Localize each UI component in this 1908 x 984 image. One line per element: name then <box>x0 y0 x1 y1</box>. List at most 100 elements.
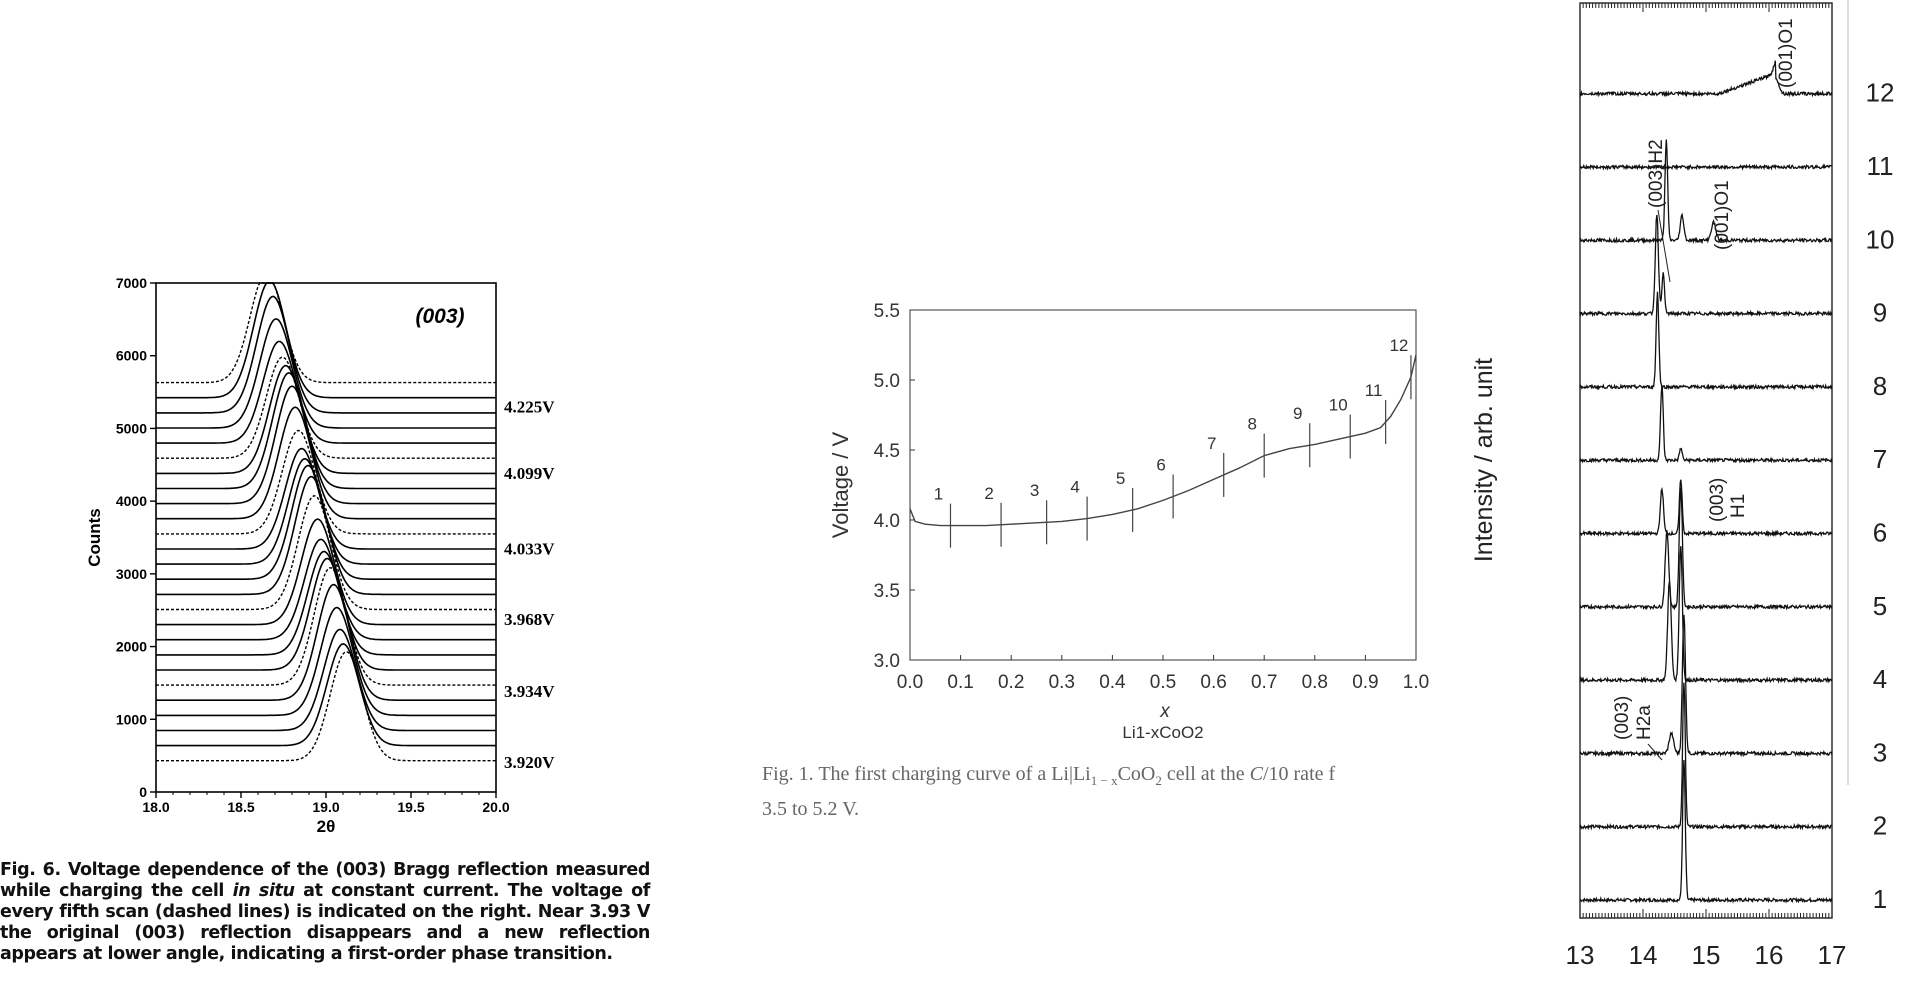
scan-index-label: 10 <box>1866 224 1895 254</box>
y-tick-label: 7000 <box>116 275 147 291</box>
x-tick-label: 0.4 <box>1099 672 1126 693</box>
scan-index-label: 4 <box>1873 664 1887 694</box>
fig1-caption-line2: 3.5 to 5.2 V. <box>762 798 860 820</box>
x-tick-label: 0.0 <box>897 672 923 693</box>
x-tick-label: 18.0 <box>142 799 169 815</box>
xrd-scan-line <box>156 406 496 520</box>
y-axis-label: Voltage / V <box>828 431 853 538</box>
xrd-scan-line <box>156 457 496 565</box>
x-tick-label: 0.2 <box>998 672 1024 693</box>
x-tick-label: 0.1 <box>947 672 973 693</box>
peak-annotation: H1 <box>1728 494 1749 518</box>
xrd-scan-trace <box>1579 479 1833 538</box>
x-tick-label: 0.6 <box>1200 672 1226 693</box>
xrd-scan-line <box>156 282 496 399</box>
scan-marker-label: 7 <box>1207 434 1216 453</box>
x-tick-label: 19.5 <box>397 799 424 815</box>
xrd-scan-line <box>156 340 496 444</box>
xrd-scan-line <box>156 318 496 429</box>
xrd-scan-line <box>156 628 496 732</box>
scan-marker-label: 12 <box>1389 336 1408 355</box>
xrd-scan-line <box>156 550 496 656</box>
voltage-label: 3.968V <box>504 610 555 629</box>
fig1-caption-part1: Fig. 1. The first charging curve of a Li… <box>762 763 1091 785</box>
scan-marker-label: 4 <box>1070 478 1079 497</box>
peak-annotation: (003) <box>1707 478 1728 522</box>
scan-index-label: 6 <box>1873 518 1887 548</box>
y-tick-label: 4000 <box>116 493 147 509</box>
scan-marker-label: 3 <box>1030 481 1039 500</box>
fig6-caption-suffix: at constant current. The voltage of ever… <box>0 881 650 964</box>
peak-annotation: (003)H2 <box>1646 139 1667 208</box>
y-tick-label: 2000 <box>116 639 147 655</box>
annotation-leader <box>1657 209 1671 283</box>
scan-index-label: 9 <box>1873 298 1887 328</box>
xrd-scan-trace <box>1579 139 1833 245</box>
xrd-scan-line <box>156 295 496 414</box>
x-tick-label: 18.5 <box>227 799 254 815</box>
xrd-scan-line <box>156 650 496 762</box>
peak-annotation: (001)O1 <box>1712 180 1733 250</box>
x-tick-label: 13 <box>1566 940 1595 970</box>
charging-curve-line <box>909 354 1417 527</box>
charging-curve-chart: 3.0 3.5 4.0 4.5 5.0 5.5 0.0 0.1 0.2 0.3 0.4 0.5 0.6 0… <box>828 301 1429 742</box>
xrd-peak-stack-chart: 0 1000 2000 3000 4000 5000 6000 7000 18.0 18.5 19.… <box>85 275 555 836</box>
y-tick-label: 5000 <box>116 420 147 436</box>
xrd-scan-line <box>156 606 496 717</box>
y-tick-label: 4.0 <box>874 511 900 532</box>
y-axis-label: Intensity / arb. unit <box>1470 358 1498 562</box>
fig6-caption-prefix: Fig. 6. Voltage dependence of the (003) … <box>0 860 650 901</box>
fig1-caption-sub1: 1 − x <box>1090 773 1118 788</box>
x-tick-label: 17 <box>1818 940 1847 970</box>
scan-marker-label: 10 <box>1329 396 1348 415</box>
scan-index-label: 11 <box>1867 151 1894 181</box>
xrd-scan-line <box>156 475 496 596</box>
panel-label: (003) <box>415 305 464 328</box>
xrd-scan-line <box>156 583 496 701</box>
scan-marker-label: 11 <box>1365 381 1383 400</box>
xrd-scan-trace <box>1579 291 1833 392</box>
y-tick-label: 3.5 <box>874 581 900 602</box>
x-axis-label: x <box>1159 701 1171 722</box>
x-tick-label: 1.0 <box>1403 672 1429 693</box>
fig1-caption-part3: cell at the <box>1161 763 1250 785</box>
y-tick-label: 1000 <box>116 711 147 727</box>
y-tick-label: 0 <box>139 784 147 800</box>
y-tick-label: 3000 <box>116 566 147 582</box>
voltage-label: 4.099V <box>504 464 555 483</box>
voltage-label: 4.033V <box>504 539 555 558</box>
x-tick-label: 16 <box>1755 940 1784 970</box>
xrd-scan-line <box>156 429 496 535</box>
xrd-scan-trace <box>1579 214 1833 318</box>
scan-index-label: 8 <box>1873 371 1887 401</box>
x-tick-label: 0.7 <box>1251 672 1277 693</box>
scan-marker-label: 8 <box>1247 415 1256 434</box>
x-tick-label: 0.3 <box>1049 672 1075 693</box>
y-tick-label: 6000 <box>116 348 147 364</box>
xrd-scan-line <box>156 385 496 505</box>
xrd-scan-trace <box>1579 546 1833 684</box>
voltage-label: 4.225V <box>504 398 555 417</box>
xrd-scan-line <box>156 364 496 475</box>
voltage-label: 3.920V <box>504 753 555 772</box>
xrd-scan-line <box>156 567 496 686</box>
fig1-caption-sub2: 2 <box>1155 773 1162 788</box>
x-tick-label: 19.0 <box>312 799 339 815</box>
annotation-leader <box>1647 743 1663 761</box>
xrd-scan-trace <box>1579 759 1833 904</box>
xrd-scan-line <box>156 557 496 671</box>
fig6-caption-italic: in situ <box>232 881 295 901</box>
scan-marker-label: 9 <box>1293 404 1302 423</box>
scan-marker-label: 5 <box>1116 469 1125 488</box>
xrd-scan-line <box>156 356 496 459</box>
scan-index-label: 5 <box>1873 591 1887 621</box>
xrd-scan-line <box>156 643 496 747</box>
xrd-scan-trace <box>1579 682 1833 831</box>
y-tick-label: 3.0 <box>874 651 900 672</box>
scan-marker-label: 1 <box>934 485 943 504</box>
fig1-caption-italic: C <box>1249 763 1263 785</box>
xrd-scan-line <box>156 372 496 490</box>
fig6-caption: Fig. 6. Voltage dependence of the (003) … <box>0 860 650 965</box>
